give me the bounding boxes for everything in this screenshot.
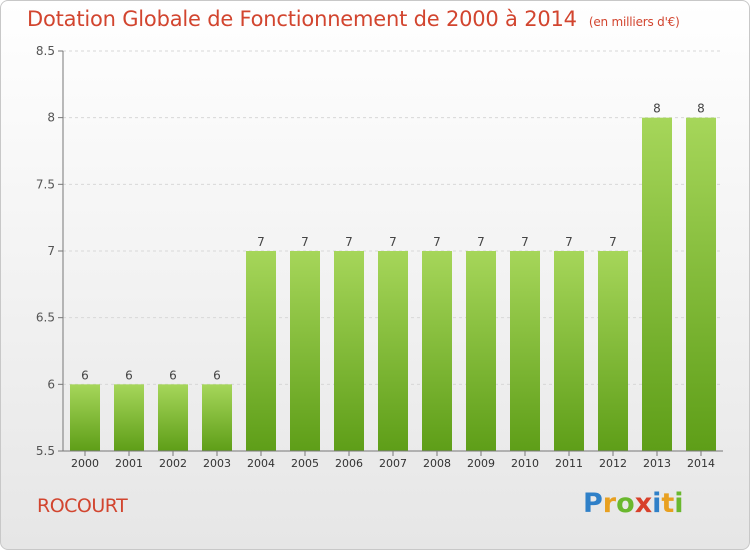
x-tick-label: 2004 [247,457,275,470]
bar-data-label: 7 [521,235,529,249]
bar [686,117,716,452]
bar [334,251,364,451]
logo-letter: r [602,488,617,519]
chart-title-text: Dotation Globale de Fonctionnement de 20… [27,7,577,31]
bar-data-label: 6 [125,368,133,382]
bar [598,251,628,451]
bar-data-label: 7 [477,235,485,249]
bar-data-label: 7 [433,235,441,249]
y-tick-label: 6.5 [36,311,55,325]
logo-letter: P [583,488,603,519]
bar-data-label: 7 [345,235,353,249]
y-tick-label: 8 [47,111,55,125]
x-tick-label: 2010 [511,457,539,470]
bar [466,251,496,451]
bar-data-label: 7 [257,235,265,249]
bar [422,251,452,451]
bar-data-label: 7 [389,235,397,249]
x-tick-label: 2009 [467,457,495,470]
chart-title: Dotation Globale de Fonctionnement de 20… [27,7,680,31]
logo-letter: i [674,488,684,519]
bar-data-label: 7 [565,235,573,249]
x-tick-label: 2006 [335,457,363,470]
y-tick-label: 6 [47,377,55,391]
bar [554,251,584,451]
commune-name: ROCOURT [37,495,128,517]
bar-data-label: 6 [81,368,89,382]
chart-title-unit: (en milliers d'€) [588,15,680,29]
bar [290,251,320,451]
x-tick-label: 2007 [379,457,407,470]
logo-letter: x [634,488,653,519]
y-tick-label: 7 [47,244,55,258]
bar-data-label: 6 [169,368,177,382]
bar-data-label: 6 [213,368,221,382]
y-tick-label: 8.5 [36,44,55,58]
bar [510,251,540,451]
x-tick-label: 2014 [687,457,715,470]
x-tick-label: 2005 [291,457,319,470]
x-tick-label: 2011 [555,457,583,470]
bar-data-label: 8 [697,102,705,116]
logo-letter: t [661,488,675,519]
bar-data-label: 7 [609,235,617,249]
logo-letter: i [652,488,662,519]
x-tick-label: 2013 [643,457,671,470]
bar [70,384,100,451]
logo-letter: o [616,488,635,519]
x-tick-label: 2003 [203,457,231,470]
x-tick-label: 2001 [115,457,143,470]
bar [158,384,188,451]
y-tick-label: 7.5 [36,177,55,191]
bar-data-label: 8 [653,102,661,116]
y-tick-label: 5.5 [36,444,55,458]
bar [378,251,408,451]
x-tick-label: 2008 [423,457,451,470]
x-tick-label: 2000 [71,457,99,470]
bar [202,384,232,451]
x-tick-label: 2002 [159,457,187,470]
bar [642,117,672,452]
x-tick-label: 2012 [599,457,627,470]
proxiti-logo: Proxiti [583,488,684,519]
bar [114,384,144,451]
bar-data-label: 7 [301,235,309,249]
bar [246,251,276,451]
